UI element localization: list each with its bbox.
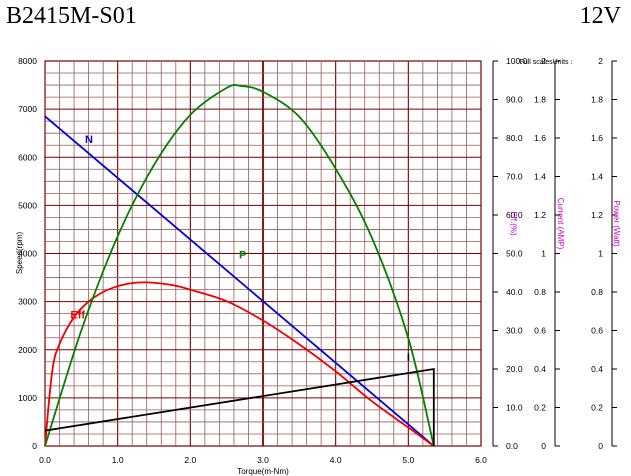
power-tick-label: 0.2 (591, 403, 603, 413)
speed-tick-label: 8000 (18, 56, 37, 66)
speed-tick-label: 7000 (18, 104, 37, 114)
current-tick-label: 1 (541, 249, 546, 259)
eff-tick-label: 90.0 (506, 95, 523, 105)
eff-tick-label: 100.0 (506, 56, 528, 66)
x-tick-label: 0.0 (39, 455, 51, 465)
current-tick-label: 0.4 (534, 364, 546, 374)
current-tick-label: 0 (541, 441, 546, 451)
current-tick-label: 0.8 (534, 287, 546, 297)
x-tick-label: 4.0 (330, 455, 342, 465)
series-layer (44, 84, 435, 447)
eff-axis-title: Eff.(%) (509, 211, 518, 236)
full-scales-label: Full scalesUnits : (520, 59, 573, 66)
speed-tick-label: 0 (32, 441, 37, 451)
speed-tick-label: 2000 (18, 345, 37, 355)
power-tick-label: 1.6 (591, 133, 603, 143)
power-axis-title: Power (Watt) (612, 200, 621, 247)
speed-tick-label: 6000 (18, 152, 37, 162)
x-tick-label: 3.0 (257, 455, 269, 465)
x-tick-label: 5.0 (402, 455, 414, 465)
power-tick-label: 1 (598, 249, 603, 259)
current-axis-title: Current (AMP) (556, 198, 565, 250)
power-tick-label: 1.8 (591, 95, 603, 105)
power-tick-label: 1.4 (591, 172, 603, 182)
power-tick-label: 0 (598, 441, 603, 451)
eff-tick-label: 50.0 (506, 249, 523, 259)
current-tick-label: 1.6 (534, 133, 546, 143)
x-tick-label: 6.0 (475, 455, 487, 465)
series-line-i (44, 367, 435, 446)
axis-layer: 0.0 1.0 2.0 3.0 4.0 5.0 6.0Torque(m-Nm)0100020… (15, 56, 621, 476)
speed-tick-label: 5000 (18, 200, 37, 210)
eff-tick-label: 80.0 (506, 133, 523, 143)
series-line-n (44, 115, 435, 447)
power-tick-label: 1.2 (591, 210, 603, 220)
eff-tick-label: 60.0 (506, 210, 523, 220)
current-tick-label: 0.6 (534, 326, 546, 336)
grid-layer (44, 60, 482, 447)
eff-tick-label: 30.0 (506, 326, 523, 336)
eff-tick-label: 40.0 (506, 287, 523, 297)
power-tick-label: 0.6 (591, 326, 603, 336)
model-title: B2415M-S01 (6, 3, 137, 29)
speed-axis-title: Speed(rpm) (15, 232, 24, 275)
series-line-eff (44, 281, 435, 447)
power-tick-label: 0.4 (591, 364, 603, 374)
current-tick-label: 2 (541, 56, 546, 66)
eff-tick-label: 10.0 (506, 403, 523, 413)
speed-tick-label: 1000 (18, 393, 37, 403)
series-label-eff: Eff (70, 309, 85, 321)
speed-tick-label: 3000 (18, 297, 37, 307)
x-tick-label: 1.0 (112, 455, 124, 465)
series-label-i: I (407, 352, 410, 364)
x-axis-title: Torque(m-Nm) (237, 467, 289, 476)
eff-tick-label: 70.0 (506, 172, 523, 182)
series-label-p: P (239, 249, 246, 261)
current-tick-label: 1.8 (534, 95, 546, 105)
power-tick-label: 2 (598, 56, 603, 66)
series-label-n: N (85, 134, 93, 146)
voltage-title: 12V (579, 3, 621, 29)
speed-tick-label: 4000 (18, 249, 37, 259)
current-tick-label: 0.2 (534, 403, 546, 413)
eff-tick-label: 0.0 (506, 441, 518, 451)
power-tick-label: 0.8 (591, 287, 603, 297)
eff-tick-label: 20.0 (506, 364, 523, 374)
current-tick-label: 1.2 (534, 210, 546, 220)
series-line-p (44, 84, 435, 447)
current-tick-label: 1.4 (534, 172, 546, 182)
x-tick-label: 2.0 (184, 455, 196, 465)
label-layer: N Eff P I (70, 134, 410, 364)
